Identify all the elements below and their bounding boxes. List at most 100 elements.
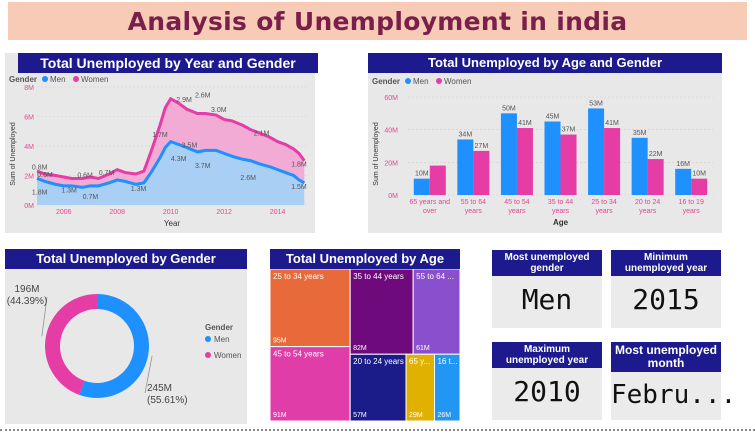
- card-most-unemployed-gender-value: Men: [521, 283, 573, 316]
- bar-men: [588, 108, 605, 195]
- x-tick-label: 2006: [56, 209, 72, 216]
- age-treemap-panel[interactable]: Total Unemployed by Age 25 to 34 years 95…: [270, 249, 460, 424]
- bar-men: [413, 178, 430, 195]
- x-tick-label: years: [596, 208, 614, 215]
- gender-donut-panel[interactable]: Total Unemployed by Gender 245M (55.61%) 1…: [5, 249, 247, 424]
- legend-label-men: Men: [50, 75, 66, 84]
- x-tick-label: years: [683, 208, 701, 215]
- bar-women: [429, 165, 446, 195]
- x-tick-label: 2008: [109, 209, 125, 216]
- card-most-unemployed-gender-label: Most unemployed gender: [492, 250, 602, 276]
- bar-women: [604, 128, 621, 195]
- treemap-cell-label: 65 y...: [409, 357, 430, 366]
- data-label: 2.6M: [240, 175, 256, 182]
- bar-value-label: 27M: [475, 143, 489, 150]
- data-label: 0.7M: [99, 170, 115, 177]
- bar-value-label: 34M: [459, 131, 473, 138]
- y-tick-label: 0M: [388, 193, 398, 200]
- gender-donut-chart[interactable]: 245M(55.61%) 196M(44.39%) Gender Men Women: [5, 269, 247, 424]
- treemap-cell-label: 25 to 34 years: [273, 272, 324, 281]
- treemap-cell-value: 29M: [409, 412, 423, 419]
- treemap-cell: [412, 269, 460, 355]
- donut-percent-label: (44.39%): [7, 296, 48, 307]
- bar-value-label: 41M: [605, 120, 619, 127]
- data-label: 3.5M: [182, 142, 198, 149]
- bar-value-label: 16M: [676, 161, 690, 168]
- legend-marker-men: [205, 336, 211, 342]
- card-maximum-unemployed-year-value: 2010: [513, 375, 581, 408]
- bar-men: [457, 139, 474, 195]
- bar-men: [544, 121, 561, 195]
- card-most-unemployed-month-label: Most unemployed month: [611, 342, 721, 372]
- treemap-cell-label: 45 to 54 years: [273, 350, 324, 359]
- leader-line: [41, 296, 48, 337]
- bar-women: [473, 150, 490, 195]
- y-tick-label: 40M: [384, 128, 398, 135]
- age-treemap-chart[interactable]: 25 to 34 years 95M 45 to 54 years 91M 35 to …: [270, 269, 460, 424]
- x-tick-label: 55 to 64: [461, 199, 486, 206]
- x-axis-label: Age: [553, 218, 569, 227]
- bar-women: [691, 178, 708, 195]
- data-label: 2.9M: [176, 97, 192, 104]
- age-gender-bar-chart[interactable]: Gender Men Women 0M 20M 40M 60M Sum of Unemploy…: [368, 73, 722, 233]
- x-tick-label: years: [639, 208, 657, 215]
- data-label: 0.8M: [32, 165, 48, 172]
- y-tick-label: 6M: [24, 115, 34, 122]
- treemap-cell-value: 95M: [273, 338, 287, 345]
- treemap-cell: [405, 353, 435, 422]
- x-tick-label: 20 to 24: [635, 199, 660, 206]
- x-tick-label: 2012: [216, 209, 232, 216]
- data-label: 3.7M: [195, 163, 211, 170]
- treemap-cell-label: 16 t...: [437, 357, 457, 366]
- x-tick-label: 65 years and: [410, 199, 451, 206]
- card-maximum-unemployed-year[interactable]: Maximum unemployed year 2010: [492, 342, 602, 420]
- y-tick-label: 4M: [24, 144, 34, 151]
- y-tick-label: 8M: [24, 85, 34, 92]
- card-minimum-unemployed-year-label: Minimum unemployed year: [611, 250, 721, 276]
- data-label: 2.6M: [195, 92, 211, 99]
- data-label: 1.7M: [152, 132, 168, 139]
- bar-value-label: 37M: [562, 127, 576, 134]
- legend-marker-men: [405, 78, 411, 84]
- legend-label-men: Men: [413, 77, 429, 86]
- treemap-cell: [270, 269, 351, 348]
- donut-slice-men: [79, 294, 150, 398]
- age-gender-chart-title: Total Unemployed by Age and Gender: [368, 53, 722, 73]
- age-gender-chart-panel[interactable]: Total Unemployed by Age and Gender Gende…: [368, 53, 722, 233]
- year-gender-area-chart[interactable]: Gender Men Women 0M 2M 4M 6M 8M 2006 2008 2010 2012…: [5, 73, 315, 233]
- year-gender-chart-panel[interactable]: Total Unemployed by Year and Gender Gend…: [5, 53, 318, 233]
- bar-men: [675, 168, 692, 195]
- y-tick-label: 2M: [24, 174, 34, 181]
- data-label: 1.5M: [291, 184, 307, 191]
- leader-line: [144, 355, 153, 394]
- data-label: 0.6M: [77, 173, 93, 180]
- y-tick-label: 20M: [384, 160, 398, 167]
- x-tick-label: 2010: [163, 209, 179, 216]
- x-tick-label: 35 to 44: [548, 199, 573, 206]
- y-tick-label: 60M: [384, 95, 398, 102]
- card-most-unemployed-month-value: Febru...: [611, 380, 737, 410]
- legend-title: Gender: [9, 75, 37, 84]
- dashboard-title: Analysis of Unemployment in india: [127, 6, 628, 36]
- treemap-cell: [349, 353, 407, 422]
- treemap-cell-value: 61M: [416, 345, 430, 352]
- bar-value-label: 10M: [692, 171, 706, 178]
- bar-women: [647, 159, 664, 195]
- x-tick-label: 25 to 34: [591, 199, 616, 206]
- bar-value-label: 50M: [502, 105, 516, 112]
- treemap-cell-value: 91M: [273, 412, 287, 419]
- legend-title: Gender: [205, 323, 233, 332]
- treemap-cell-label: 20 to 24 years: [353, 357, 404, 366]
- card-minimum-unemployed-year[interactable]: Minimum unemployed year 2015: [611, 250, 721, 328]
- card-most-unemployed-month[interactable]: Most unemployed month Febru...: [611, 342, 737, 420]
- bar-value-label: 22M: [649, 151, 663, 158]
- treemap-cell-value: 26M: [437, 412, 451, 419]
- donut-percent-label: (55.61%): [147, 395, 188, 406]
- card-most-unemployed-gender[interactable]: Most unemployed gender Men: [492, 250, 602, 328]
- legend-label-women: Women: [81, 75, 108, 84]
- legend-label-men: Men: [214, 335, 230, 344]
- card-minimum-unemployed-year-value: 2015: [632, 283, 700, 316]
- bottom-divider: [0, 429, 755, 431]
- bar-value-label: 41M: [518, 120, 532, 127]
- age-treemap-title: Total Unemployed by Age: [270, 249, 460, 269]
